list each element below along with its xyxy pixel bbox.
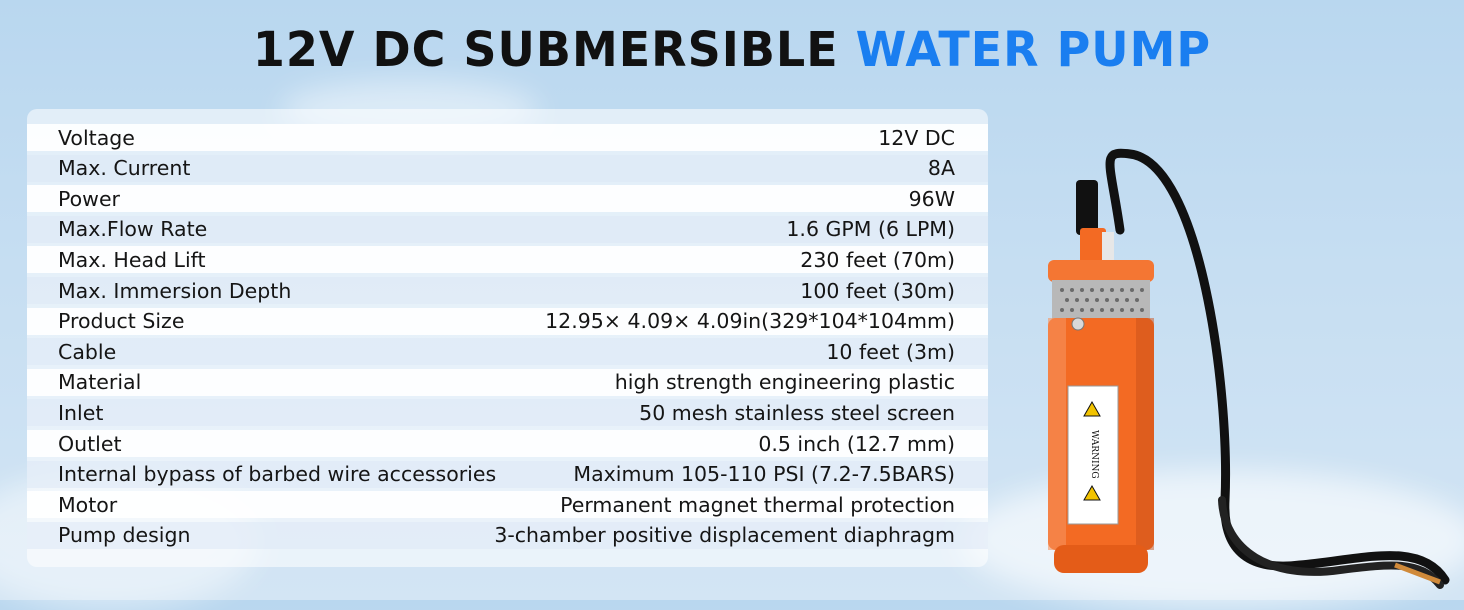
spec-label: Cable xyxy=(58,339,117,364)
spec-row: Max. Current 8A xyxy=(27,154,988,182)
spec-value: 50 mesh stainless steel screen xyxy=(639,400,955,425)
spec-label: Max. Current xyxy=(58,156,191,181)
cable-gland xyxy=(1076,180,1098,235)
spec-value: 10 feet (3m) xyxy=(826,339,955,364)
pump-illustration: WARNING xyxy=(1048,148,1450,589)
outlet-fitting xyxy=(1102,232,1114,266)
spec-row: Power 96W xyxy=(27,185,988,213)
spec-value: 0.5 inch (12.7 mm) xyxy=(758,431,955,456)
screw xyxy=(1071,317,1085,331)
spec-label: Internal bypass of barbed wire accessori… xyxy=(58,462,497,487)
spec-row: Material high strength engineering plasti… xyxy=(27,368,988,396)
spec-value: 96W xyxy=(908,186,955,211)
spec-label: Motor xyxy=(58,492,118,517)
spec-value: Maximum 105-110 PSI (7.2-7.5BARS) xyxy=(573,462,955,487)
warning-triangle-icon xyxy=(1083,400,1101,417)
spec-value: 100 feet (30m) xyxy=(800,278,955,303)
spec-label: Max. Immersion Depth xyxy=(58,278,292,303)
spec-row: Max.Flow Rate 1.6 GPM (6 LPM) xyxy=(27,215,988,243)
spec-value: 8A xyxy=(927,156,955,181)
spec-value: high strength engineering plastic xyxy=(614,370,955,395)
spec-label: Voltage xyxy=(58,125,135,150)
spec-value: 3-chamber positive displacement diaphrag… xyxy=(494,523,955,548)
spec-label: Max. Head Lift xyxy=(58,247,206,272)
spec-row: Motor Permanent magnet thermal protection xyxy=(27,491,988,519)
spec-value: 12V DC xyxy=(878,125,955,150)
cable xyxy=(1105,148,1450,585)
spec-label: Pump design xyxy=(58,523,191,548)
title-accent: WATER PUMP xyxy=(855,20,1212,78)
spec-row: Internal bypass of barbed wire accessori… xyxy=(27,460,988,488)
warning-text: WARNING xyxy=(1089,430,1099,479)
spec-row: Voltage 12V DC xyxy=(27,124,988,151)
spec-value: 1.6 GPM (6 LPM) xyxy=(786,217,955,242)
spec-label: Power xyxy=(58,186,120,211)
pump-top xyxy=(1048,260,1154,282)
cable xyxy=(1218,496,1444,589)
spec-row: Product Size 12.95× 4.09× 4.09in(329*104*… xyxy=(27,307,988,335)
spec-row: Pump design 3-chamber positive displaceme… xyxy=(27,521,988,549)
title-main: 12V DC SUBMERSIBLE xyxy=(252,20,856,78)
spec-row: Outlet 0.5 inch (12.7 mm) xyxy=(27,430,988,457)
pump-bottom xyxy=(1054,545,1148,573)
pump-image: WARNING xyxy=(1000,140,1464,600)
spec-label: Outlet xyxy=(58,431,122,456)
spec-row: Cable 10 feet (3m) xyxy=(27,338,988,366)
spec-value: 230 feet (70m) xyxy=(800,247,955,272)
spec-label: Max.Flow Rate xyxy=(58,217,208,242)
pump-cap xyxy=(1080,228,1106,268)
spec-label: Material xyxy=(58,370,142,395)
spec-row: Max. Head Lift 230 feet (70m) xyxy=(27,246,988,274)
warning-triangle-icon xyxy=(1083,484,1101,501)
spec-row: Max. Immersion Depth 100 feet (30m) xyxy=(27,277,988,304)
spec-row: Inlet 50 mesh stainless steel screen xyxy=(27,399,988,427)
spec-label: Product Size xyxy=(58,309,185,334)
spec-label: Inlet xyxy=(58,400,104,425)
spec-value: 12.95× 4.09× 4.09in(329*104*104mm) xyxy=(545,309,955,334)
wire-tip xyxy=(1394,562,1441,585)
page-title: 12V DC SUBMERSIBLE WATER PUMP xyxy=(0,21,1464,78)
cloud xyxy=(960,470,1464,610)
spec-value: Permanent magnet thermal protection xyxy=(560,492,955,517)
